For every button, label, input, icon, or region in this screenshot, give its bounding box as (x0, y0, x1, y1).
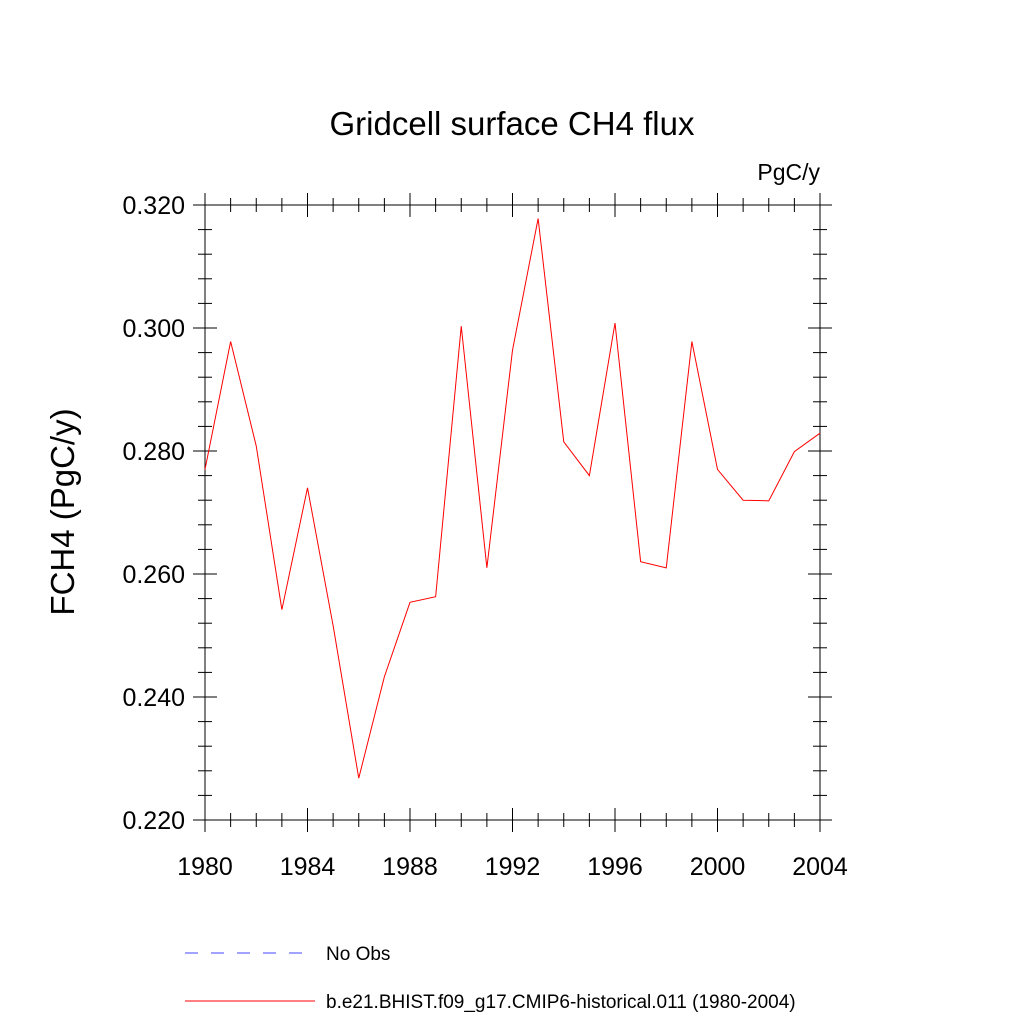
plot-frame (204, 204, 821, 821)
y-tick-label: 0.300 (122, 315, 185, 343)
chart-title: Gridcell surface CH4 flux (330, 105, 695, 142)
x-tick-label: 1996 (587, 853, 643, 881)
y-axis-label: FCH4 (PgC/y) (44, 408, 81, 615)
y-tick-label: 0.280 (122, 438, 185, 466)
y-tick-label: 0.220 (122, 807, 185, 835)
x-tick-label: 1984 (280, 853, 336, 881)
y-tick-label: 0.260 (122, 561, 185, 589)
y-axis-ticks: 0.220 0.240 0.260 0.280 0.300 0.320 (122, 192, 832, 835)
x-tick-label: 2000 (690, 853, 746, 881)
legend-label-no-obs: No Obs (326, 944, 390, 965)
series-layer (204, 218, 821, 779)
x-tick-label: 1992 (485, 853, 541, 881)
legend: No Obs b.e21.BHIST.f09_g17.CMIP6-histori… (185, 944, 796, 1013)
series-line-0 (204, 218, 821, 779)
x-tick-label: 1980 (177, 853, 233, 881)
legend-label-historical: b.e21.BHIST.f09_g17.CMIP6-historical.011… (326, 992, 796, 1013)
units-label: PgC/y (757, 159, 820, 185)
y-tick-label: 0.240 (122, 684, 185, 712)
x-tick-label: 1988 (382, 853, 438, 881)
y-tick-label: 0.320 (122, 192, 185, 220)
x-axis-ticks: 1980 1984 1988 1992 1996 2000 2004 (177, 193, 848, 881)
x-tick-label: 2004 (792, 853, 848, 881)
